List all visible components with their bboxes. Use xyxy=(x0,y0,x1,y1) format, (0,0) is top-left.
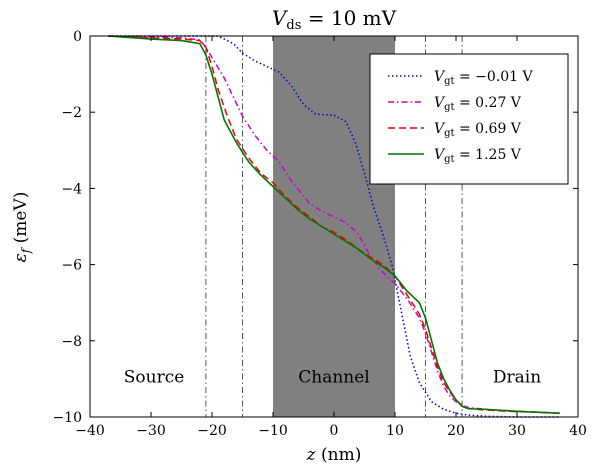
y-tick-label: −8 xyxy=(61,334,82,350)
y-axis-var: ε xyxy=(11,253,31,262)
x-axis-var: z xyxy=(306,445,317,465)
region-labels: Source Channel Drain xyxy=(124,368,541,388)
legend-label-1: Vgt = 0.27 V xyxy=(434,95,522,113)
x-axis-label: z (nm) xyxy=(306,445,362,465)
title-sub: ds xyxy=(286,18,301,33)
x-tick-label: −20 xyxy=(197,423,227,439)
x-tick-label: 20 xyxy=(447,423,465,439)
y-axis-sub: f xyxy=(19,246,33,254)
y-tick-label: −2 xyxy=(61,105,82,121)
region-label-drain: Drain xyxy=(493,368,541,388)
x-tick-label: 30 xyxy=(508,423,526,439)
x-tick-label: 0 xyxy=(330,423,339,439)
legend: Vgt = −0.01 V Vgt = 0.27 V Vgt = 0.69 V Vgt… xyxy=(369,53,569,185)
legend-label-2: Vgt = 0.69 V xyxy=(434,121,522,139)
series-line-3 xyxy=(108,35,560,414)
y-axis-unit: (meV) xyxy=(11,192,31,249)
y-tick-label: −4 xyxy=(61,181,82,197)
title-rest: = 10 mV xyxy=(301,6,396,30)
y-tick-label: −10 xyxy=(52,410,82,426)
x-tick-label: 10 xyxy=(386,423,404,439)
ticks-layer: −40 −30 −20 −10 0 10 20 30 40 0 −2 −4 −6 −8 −10 xyxy=(52,29,586,439)
title-main: V xyxy=(272,6,289,30)
legend-box xyxy=(369,53,569,185)
region-label-source: Source xyxy=(124,368,185,388)
x-axis-unit: (nm) xyxy=(316,445,362,465)
region-label-channel: Channel xyxy=(298,368,370,388)
y-axis-label: εf (meV) xyxy=(11,192,33,263)
series-layer xyxy=(108,35,560,418)
series-line-1 xyxy=(108,35,560,414)
y-tick-label: −6 xyxy=(61,258,82,274)
chart-title: Vds = 10 mV xyxy=(272,6,397,33)
y-tick-label: 0 xyxy=(73,29,82,45)
legend-label-3: Vgt = 1.25 V xyxy=(434,147,522,165)
x-tick-label: −30 xyxy=(136,423,166,439)
x-tick-label: −40 xyxy=(75,423,105,439)
x-tick-label: −10 xyxy=(258,423,288,439)
x-tick-label: 40 xyxy=(569,423,587,439)
legend-label-0: Vgt = −0.01 V xyxy=(434,69,534,87)
series-line-0 xyxy=(108,35,560,418)
